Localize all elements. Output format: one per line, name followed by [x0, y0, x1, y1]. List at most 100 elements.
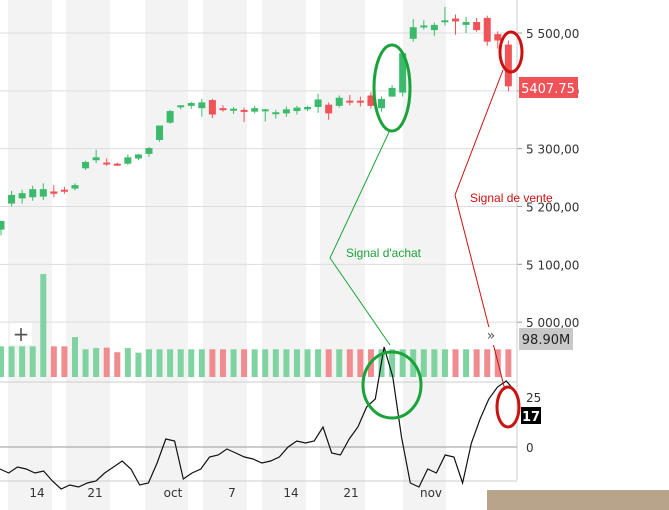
candle	[504, 44, 512, 87]
candle	[356, 100, 364, 103]
weekend-band	[145, 0, 188, 510]
volume-bar	[19, 346, 26, 377]
candle	[60, 189, 68, 192]
volume-bar	[473, 349, 480, 377]
candle	[113, 163, 121, 166]
volume-bar	[304, 349, 311, 377]
volume-bar	[156, 349, 163, 377]
candle	[494, 34, 502, 41]
candle	[145, 148, 153, 154]
volume-bar	[71, 337, 78, 377]
candle	[314, 99, 322, 108]
candle	[272, 112, 280, 115]
buy-circle-price	[372, 43, 412, 133]
x-tick-label: 14	[29, 486, 44, 500]
volume-badge	[519, 328, 573, 350]
buy-circle-indicator	[361, 350, 423, 420]
volume-bar	[441, 349, 448, 377]
candle	[82, 161, 90, 169]
volume-label: 98.90M	[522, 333, 570, 348]
volume-bar	[167, 349, 174, 377]
volume-bar	[452, 349, 459, 377]
candle	[8, 194, 16, 204]
candle	[50, 191, 58, 194]
weekend-band	[262, 0, 306, 510]
volume-bar	[346, 349, 353, 377]
weekend-bands	[8, 0, 446, 510]
candle	[29, 189, 37, 198]
volume-bar	[188, 349, 195, 377]
volume-bar	[29, 346, 36, 377]
sell-circle-indicator	[495, 385, 521, 429]
candle	[166, 111, 174, 123]
candle	[134, 154, 142, 159]
value-labels: 5407.75 98.90M 17	[519, 77, 578, 425]
candle	[346, 100, 354, 103]
candle	[378, 98, 386, 109]
volume-bar	[389, 349, 396, 377]
volume-bar	[198, 349, 205, 377]
volume-bar	[463, 349, 470, 377]
candle	[325, 104, 333, 114]
add-indicator-button[interactable]: +	[10, 323, 32, 345]
price-tick-label: 5 100,00	[526, 258, 579, 272]
volume-bar	[135, 352, 142, 377]
candle	[452, 18, 460, 22]
candle	[430, 24, 438, 31]
price-tick-label: 5 500,00	[526, 27, 579, 41]
candle	[251, 108, 259, 112]
volume-bar	[251, 349, 258, 377]
candle	[367, 95, 375, 106]
volume-bar	[93, 348, 100, 377]
candle	[473, 22, 481, 31]
volume-bar	[262, 349, 269, 377]
volume-bar	[293, 349, 300, 377]
candle	[293, 107, 301, 112]
candle	[409, 27, 417, 39]
candle	[335, 97, 343, 106]
candle	[483, 17, 491, 42]
x-tick-label: 21	[87, 486, 102, 500]
candle	[441, 20, 449, 23]
candle	[71, 185, 79, 189]
x-tick-label: 21	[343, 486, 358, 500]
oscillator-panel: 0 25	[0, 346, 541, 490]
volume-bar	[124, 348, 131, 377]
corner-block	[487, 490, 669, 510]
buy-connector	[329, 129, 391, 346]
candle	[282, 109, 290, 114]
volume-bar	[209, 349, 216, 377]
candle	[261, 109, 269, 112]
last-price-badge	[519, 77, 578, 98]
candle	[304, 107, 312, 110]
price-tick-label: 5 200,00	[526, 200, 579, 214]
candle	[18, 193, 26, 199]
volume-bar	[40, 274, 47, 377]
x-axis: 14 21 oct 7 14 21 nov	[29, 486, 442, 500]
last-price-label: 5407.75	[521, 82, 575, 97]
candle	[399, 53, 407, 93]
weekend-band	[203, 0, 247, 510]
volume-bar	[315, 349, 322, 377]
volume-bar	[283, 349, 290, 377]
volume-bar	[399, 349, 406, 377]
x-tick-label: 7	[228, 486, 236, 500]
volume-bar	[357, 349, 364, 377]
price-tick-label: 5 300,00	[526, 143, 579, 157]
x-tick-label: oct	[164, 486, 183, 500]
candle	[208, 100, 216, 115]
candle	[240, 109, 248, 112]
volume-bar	[325, 349, 332, 377]
sell-signal-label: Signal de vente	[470, 191, 553, 205]
annotations: Signal d'achat Signal de vente	[329, 30, 553, 429]
candle	[177, 105, 185, 108]
volume-bar	[0, 346, 4, 377]
volume-bar	[431, 349, 438, 377]
volume-bar	[103, 347, 110, 377]
volume-bar	[177, 349, 184, 377]
scroll-to-latest-button[interactable]: »	[480, 327, 502, 345]
price-gridlines	[0, 32, 517, 323]
candle	[198, 102, 206, 109]
volume-bar	[114, 352, 121, 377]
